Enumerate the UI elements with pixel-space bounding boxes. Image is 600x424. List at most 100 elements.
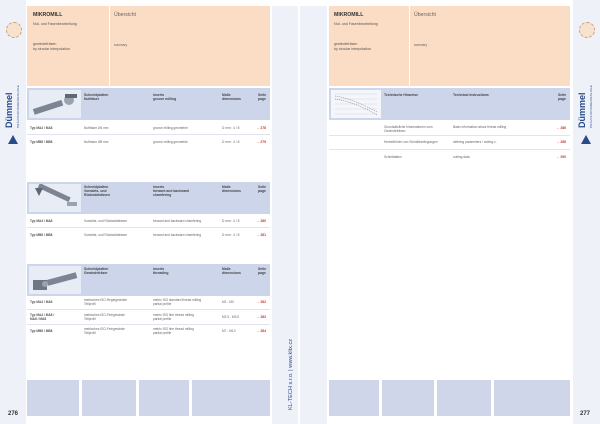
- left-subtitle-3: gewindefräsen: [33, 42, 57, 46]
- right-left-margin: [300, 6, 327, 424]
- right-section1-chart-image: [331, 90, 381, 118]
- left-s3-row2-page[interactable]: → 283: [256, 315, 266, 319]
- left-s1-row1-dim: D mm : 4 / 8: [222, 126, 240, 130]
- left-s3-col2: inserts threading: [153, 267, 169, 276]
- left-s2-row2-page[interactable]: → 281: [256, 233, 266, 237]
- right-top-logo-icon: [579, 22, 595, 38]
- right-page-number: 277: [580, 411, 591, 417]
- right-s1-row2-en: defining parameters / cutting c.: [453, 140, 497, 144]
- left-brand-logo: Dümmel: [4, 92, 14, 128]
- left-s1-row2-de: Nutfräser Ø8 mm: [84, 140, 109, 144]
- left-s3-col4: Seite page: [258, 267, 267, 276]
- left-s3-divider-1: [27, 309, 270, 310]
- left-s2-row1-de: Vorwärts- und Rückwärtsfasen: [84, 219, 128, 223]
- left-s3-divider-2: [27, 324, 270, 325]
- right-s1-row1-page[interactable]: → 286: [556, 126, 566, 130]
- right-s1-divider-1: [329, 135, 570, 136]
- left-s2-row1-dim: D mm : 4 / 8: [222, 219, 240, 223]
- left-s2-row1-en: forward and backward chamfering: [153, 219, 202, 223]
- left-s3-row2-type: Typ MA4 / MA8 / MA8 / MA8: [30, 313, 55, 321]
- left-title: MIKROMILL: [33, 12, 63, 18]
- left-top-logo-icon: [6, 22, 22, 38]
- left-overview-de: Übersicht: [114, 12, 136, 18]
- left-footer-box-1: [27, 380, 79, 416]
- left-s3-row1-page[interactable]: → 282: [256, 300, 266, 304]
- right-subtitle-3: gewindefräsen: [334, 42, 358, 46]
- left-s3-col1: Schneidplatten Gewindefräser: [84, 267, 109, 276]
- left-s2-row1-page[interactable]: → 280: [256, 219, 266, 223]
- right-s1-row2-page[interactable]: → 288: [556, 140, 566, 144]
- left-s1-divider: [27, 134, 270, 135]
- right-s1-divider-2: [329, 149, 570, 150]
- right-brand-logo: Dümmel: [577, 92, 587, 128]
- left-s1-row2-en: groove milling geometrie: [153, 140, 188, 144]
- left-s1-row1-de: Nutfräser Ø4 mm: [84, 126, 109, 130]
- left-vertical-text: KL-TECH s.r.o. | www.kltx.cz: [288, 338, 294, 410]
- right-footer-box-2: [382, 380, 434, 416]
- right-subtitle-4: by circular interpolation: [334, 47, 371, 51]
- left-s2-row2-type: Typ MB8 / MB8: [30, 233, 53, 237]
- left-s3-row2-dim: M2.5 - M3.5: [222, 315, 240, 319]
- right-s1-col4: Seite page: [558, 93, 567, 102]
- left-s1-row1-type: Typ MA4 / MA8: [30, 126, 53, 130]
- left-subtitle-1: Nut- und Fasenbearbeitung: [33, 22, 77, 26]
- left-brand-sub: PRÄZISIONSWERKZEUGE: [16, 84, 20, 128]
- left-footer-box-4: [192, 380, 270, 416]
- left-s3-row2-en: metric ISO fine thread milling partial p…: [153, 313, 194, 321]
- right-s1-row3-en: cutting data: [453, 155, 470, 159]
- left-s3-row3-en: metric ISO fine thread milling partial p…: [153, 327, 194, 335]
- right-footer-box-4: [494, 380, 570, 416]
- left-s3-row1-type: Typ MA4 / MA8: [30, 300, 53, 304]
- right-s1-row3-page[interactable]: → 290: [556, 155, 566, 159]
- right-subtitle-1: Nut- und Fasenbearbeitung: [334, 22, 378, 26]
- left-s3-col3: Maße dimensions: [222, 267, 241, 276]
- left-s1-row2-dim: D mm : 4 / 8: [222, 140, 240, 144]
- right-brand-sub: PRÄZISIONSWERKZEUGE: [589, 84, 593, 128]
- left-brand-column: [0, 0, 26, 424]
- right-header-title-block: [329, 6, 409, 86]
- right-footer-box-1: [329, 380, 379, 416]
- left-s2-row1-type: Typ MA4 / MA8: [30, 219, 53, 223]
- right-s1-col2: Technical instructions: [453, 93, 489, 97]
- left-s1-col1: Schneidplatten Nutfräser: [84, 93, 109, 102]
- left-s2-col4: Seite page: [258, 185, 267, 194]
- left-s2-col2: inserts forward and backward chamfering: [153, 185, 189, 198]
- left-s3-row3-type: Typ MB8 / MB8: [30, 329, 53, 333]
- left-s2-divider: [27, 227, 270, 228]
- left-s3-row1-en: metric ISO standard thread milling parti…: [153, 298, 202, 306]
- left-s1-row1-page[interactable]: → 278: [256, 126, 266, 130]
- left-subtitle-4: by circular interpolation: [33, 47, 70, 51]
- left-s2-row2-dim: D mm : 4 / 8: [222, 233, 240, 237]
- left-s1-col3: Maße dimensions: [222, 93, 241, 102]
- left-section1-image: [29, 90, 81, 118]
- left-right-margin: [272, 6, 298, 424]
- left-footer-box-2: [82, 380, 136, 416]
- left-s3-row1-de: metrisches ISO-Regelgewinde Teilprofil: [84, 298, 128, 306]
- left-header-title-block: [27, 6, 109, 86]
- left-overview-en: summary: [114, 43, 128, 47]
- left-s1-row1-en: groove milling geometrie: [153, 126, 188, 130]
- right-s1-row1-de: Grundsätzliche Informationen zum Gewinde…: [384, 125, 433, 133]
- left-s3-row3-page[interactable]: → 284: [256, 329, 266, 333]
- left-section3-image: [29, 266, 81, 294]
- left-s3-row3-de: metrisches ISO-Feingewinde Teilprofil: [84, 327, 125, 335]
- left-s2-row2-de: Vorwärts- und Rückwärtsfasen: [84, 233, 128, 237]
- left-s1-row2-type: Typ MB8 / MB8: [30, 140, 53, 144]
- right-brand-triangle-icon: [581, 135, 591, 144]
- right-s1-row3-de: Schnittdaten: [384, 155, 402, 159]
- right-footer-box-3: [437, 380, 491, 416]
- right-header-overview-block: [410, 6, 570, 86]
- left-s1-row2-page[interactable]: → 279: [256, 140, 266, 144]
- left-s2-col3: Maße dimensions: [222, 185, 241, 194]
- right-overview-de: Übersicht: [414, 12, 436, 18]
- left-page-number: 276: [8, 411, 19, 417]
- left-header-overview-block: [110, 6, 270, 86]
- left-s1-col4: Seite page: [258, 93, 267, 102]
- left-s3-row2-de: metrisches ISO-Feingewinde Teilprofil: [84, 313, 125, 321]
- left-s2-row2-en: forward and backward chamfering: [153, 233, 202, 237]
- left-brand-triangle-icon: [8, 135, 18, 144]
- left-s1-col2: inserts groove milling: [153, 93, 177, 102]
- left-footer-box-3: [139, 380, 189, 416]
- right-s1-row1-en: Basic information about thread milling: [453, 125, 507, 129]
- left-s3-row1-dim: M2 - M3: [222, 300, 234, 304]
